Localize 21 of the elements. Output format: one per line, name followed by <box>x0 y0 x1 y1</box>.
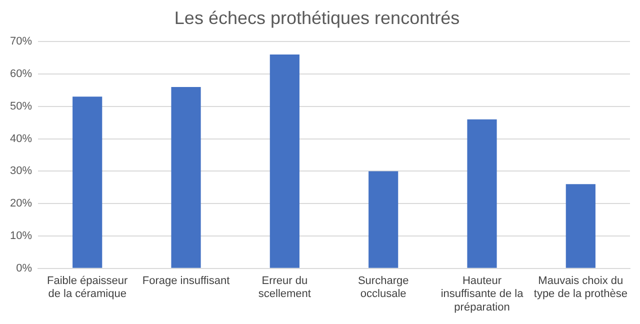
y-tick-label: 50% <box>10 100 32 112</box>
x-tick-label: Surcharge occlusale <box>358 275 409 300</box>
y-tick-label: 10% <box>10 230 32 242</box>
x-tick-label: Hauteur insuffisante de la préparation <box>440 275 524 314</box>
y-tick-label: 70% <box>10 36 32 48</box>
bar <box>566 184 596 268</box>
bar <box>368 171 398 268</box>
bar <box>270 54 300 268</box>
y-tick-label: 30% <box>10 165 32 178</box>
y-tick-label: 20% <box>10 198 32 210</box>
bar <box>171 86 201 268</box>
x-tick-label: Erreur du scellement <box>258 275 311 300</box>
x-tick-label: Faible épaisseur de la céramique <box>46 275 128 300</box>
x-tick-label: Mauvais choix du type de la prothèse <box>534 275 628 300</box>
chart-title: Les échecs prothétiques rencontrés <box>174 8 460 28</box>
y-tick-label: 40% <box>10 132 32 145</box>
bar <box>467 119 497 268</box>
bar <box>72 96 102 268</box>
y-tick-label: 0% <box>16 262 32 274</box>
y-tick-label: 60% <box>10 68 32 80</box>
x-tick-label: Forage insuffisant <box>142 275 230 288</box>
